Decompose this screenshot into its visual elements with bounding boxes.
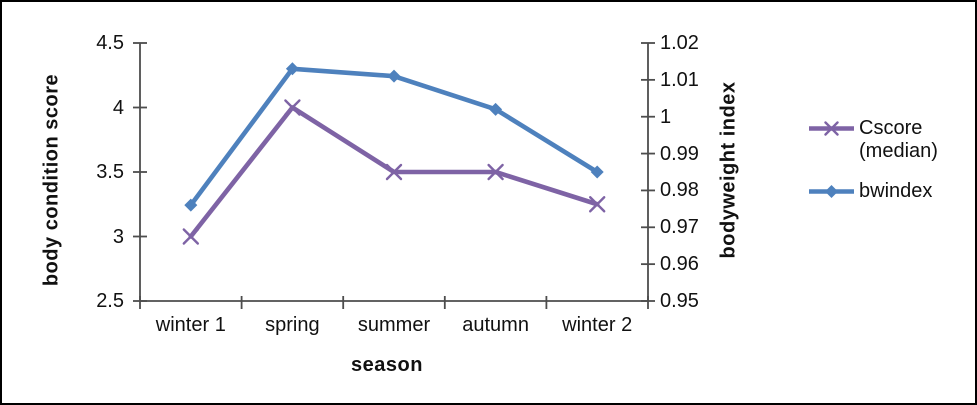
right-axis-tick-label: 0.98 [660,179,699,202]
x-axis-category-label: autumn [462,314,529,336]
legend-label-bwindex: bwindex [859,180,933,202]
x-marker [182,228,199,245]
cscore-line-marker-icon [809,121,854,136]
legend-entry-bwindex: bwindex [808,180,955,203]
diamond-marker [590,165,604,179]
legend: Cscore (median) bwindex [808,117,955,203]
x-axis-category-label: summer [357,314,431,336]
x-marker [284,99,301,116]
x-axis-category-label: winter 2 [562,314,633,336]
diamond-marker [184,198,198,212]
left-axis-tick-label: 4 [112,96,124,119]
diamond-marker [825,185,838,198]
diamond-marker [387,69,401,83]
legend-label-cscore: Cscore (median) [859,117,938,162]
x-axis-category-label: spring [265,314,320,336]
right-axis-tick-label: 1.02 [660,32,699,54]
right-axis-title: bodyweight index [717,81,740,259]
x-axis-category-label: winter 1 [155,314,226,336]
x-marker [385,163,403,181]
right-axis-tick-label: 0.99 [660,142,699,165]
right-axis-tick-label: 1 [660,105,672,128]
right-axis-tick-label: 1.01 [660,68,699,91]
diamond-marker [285,62,299,76]
x-marker [824,121,839,136]
right-axis-tick-label: 0.95 [660,290,699,312]
left-axis-tick-label: 4.5 [96,32,124,54]
left-axis-tick-label: 3 [112,225,124,248]
diamond-marker [489,102,503,116]
x-axis-title: season [351,354,423,376]
left-axis-title: body condition score [40,73,63,287]
left-axis-tick-label: 3.5 [96,161,124,183]
right-axis-tick-label: 0.97 [660,216,699,239]
x-marker [487,163,504,181]
bwindex-line-marker-icon [809,185,854,198]
right-axis-tick-label: 0.96 [660,253,699,276]
legend-entry-cscore: Cscore (median) [808,117,955,163]
x-marker [589,196,606,213]
left-axis-tick-label: 2.5 [96,290,124,312]
